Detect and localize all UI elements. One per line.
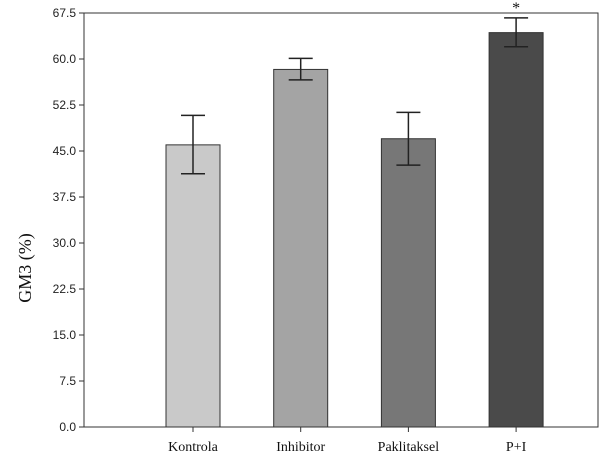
y-tick-label: 60.0 xyxy=(53,52,77,66)
bar-p-i xyxy=(488,32,544,428)
y-tick-label: 0.0 xyxy=(59,420,76,434)
x-tick-label: P+I xyxy=(506,440,527,455)
bar-kontrola xyxy=(165,144,221,428)
x-axis-labels: Kontrola Inhibitor Paklitaksel P+I xyxy=(168,427,527,455)
y-tick-label: 45.0 xyxy=(53,144,77,158)
y-tick-label: 67.5 xyxy=(53,6,77,20)
bar-inhibitor xyxy=(273,68,329,428)
significance-marker: * xyxy=(512,0,520,17)
y-tick-label: 15.0 xyxy=(53,328,77,342)
x-tick-label: Inhibitor xyxy=(276,440,325,455)
y-tick-label: 30.0 xyxy=(53,236,77,250)
plot-frame xyxy=(83,12,599,428)
y-tick-label: 52.5 xyxy=(53,98,77,112)
x-tick-label: Paklitaksel xyxy=(378,440,440,455)
y-tick-label: 22.5 xyxy=(53,282,77,296)
x-tick-label: Kontrola xyxy=(168,440,219,455)
annotations: * xyxy=(512,0,520,17)
bars xyxy=(165,32,544,428)
y-axis-ticks: 0.0 7.5 15.0 22.5 30.0 37.5 45.0 52.5 60.0 67.5 xyxy=(53,6,84,434)
y-tick-label: 37.5 xyxy=(53,190,77,204)
bar-paklitaksel xyxy=(380,138,436,428)
plot-border xyxy=(83,12,599,428)
error-bars xyxy=(181,17,529,175)
y-tick-label: 7.5 xyxy=(59,374,76,388)
y-axis-label: GM3 (%) xyxy=(15,233,36,303)
